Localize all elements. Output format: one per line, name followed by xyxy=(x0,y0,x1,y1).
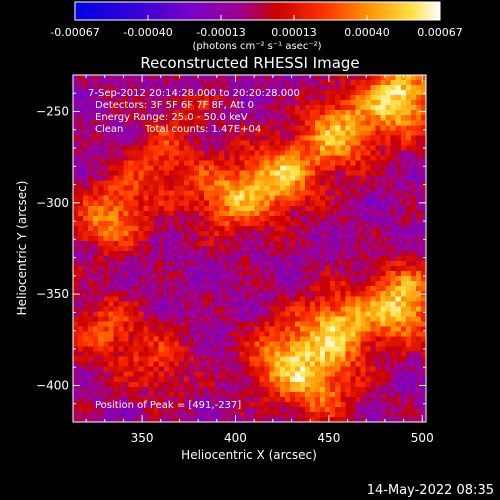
colorbar: -0.00067 -0.00040 -0.00013 0.00013 0.00040 0.… xyxy=(50,1,463,52)
heatmap-pixels xyxy=(73,75,426,422)
x-tick-label: 400 xyxy=(224,431,247,445)
y-tick-label: −400 xyxy=(36,378,69,392)
colorbar-tick-label: 0.00013 xyxy=(271,26,317,39)
colorbar-tick-label: 0.00067 xyxy=(417,26,463,39)
annotation-method: Clean xyxy=(95,124,123,135)
annotation-energy: Energy Range: 25.0 - 50.0 keV xyxy=(95,112,248,123)
x-axis-label: Heliocentric X (arcsec) xyxy=(181,448,317,462)
y-tick-label: −350 xyxy=(36,287,69,301)
x-tick-label: 350 xyxy=(131,431,154,445)
annotation-block: 7-Sep-2012 20:14:28.000 to 20:20:28.000 … xyxy=(88,88,300,411)
x-tick-label: 500 xyxy=(411,431,434,445)
colorbar-unit-label: (photons cm⁻² s⁻¹ asec⁻²) xyxy=(192,41,321,52)
colorbar-tick-label: -0.00040 xyxy=(123,26,172,39)
heatmap-image xyxy=(72,74,427,423)
annotation-detectors: Detectors: 3F 5F 6F 7F 8F, Att 0 xyxy=(95,100,254,111)
colorbar-gradient xyxy=(74,1,441,21)
colorbar-tick-label: -0.00013 xyxy=(196,26,245,39)
colorbar-tick-label: -0.00067 xyxy=(50,26,99,39)
annotation-peak: Position of Peak = [491,-237] xyxy=(95,400,241,411)
annotation-time-range: 7-Sep-2012 20:14:28.000 to 20:20:28.000 xyxy=(88,88,300,99)
annotation-counts: Total counts: 1.47E+04 xyxy=(144,124,261,135)
y-axis: −250 −300 −350 −400 xyxy=(36,74,426,423)
colorbar-ticks: -0.00067 -0.00040 -0.00013 0.00013 0.00040 0.… xyxy=(50,15,463,39)
y-tick-label: −250 xyxy=(36,105,69,119)
y-axis-label: Heliocentric Y (arcsec) xyxy=(15,181,29,316)
x-tick-label: 450 xyxy=(317,431,340,445)
x-axis: 350 400 450 500 xyxy=(85,75,434,445)
chart-title: Reconstructed RHESSI Image xyxy=(140,54,359,72)
colorbar-tick-label: 0.00040 xyxy=(344,26,390,39)
plot-frame xyxy=(72,74,427,423)
y-tick-label: −300 xyxy=(36,196,69,210)
footer-timestamp: 14-May-2022 08:35 xyxy=(366,483,494,498)
